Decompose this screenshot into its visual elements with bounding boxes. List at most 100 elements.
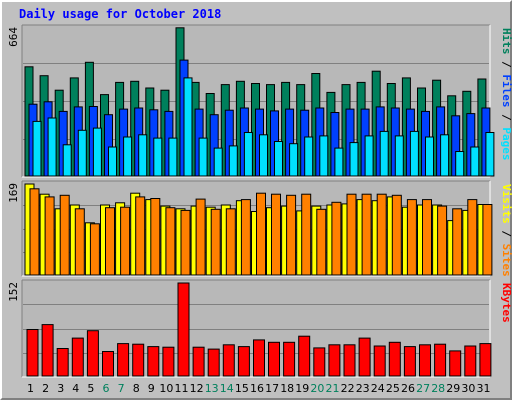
x-label-day-22: 22 <box>341 382 355 395</box>
top-bar-pages-18 <box>289 143 299 177</box>
top-legend-part-2: Files <box>500 74 512 107</box>
bottom-bar-kbytes-24 <box>373 345 386 377</box>
top-side-legend: Hits / Files / Pages <box>500 28 512 161</box>
bottom-bar-kbytes-6 <box>102 351 114 377</box>
bottom-bar-kbytes-12 <box>192 346 205 377</box>
bottom-bar-kbytes-17 <box>268 341 280 377</box>
top-bar-pages-24 <box>379 130 389 177</box>
middle-bar-sites-23 <box>361 193 372 276</box>
middle-bar-sites-18 <box>286 194 297 276</box>
middle-max-label: 169 <box>7 183 20 203</box>
x-label-day-21: 21 <box>326 382 340 395</box>
middle-bar-sites-3 <box>59 194 70 276</box>
top-bar-pages-9 <box>153 137 163 177</box>
side-legend-labels: Hits / Files / Pages Visits / Sites KBytes <box>500 28 512 323</box>
bottom-bar-kbytes-28 <box>434 343 447 377</box>
top-bar-pages-8 <box>138 134 148 177</box>
bottom-bar-kbytes-23 <box>358 337 371 377</box>
middle-bar-sites-21 <box>331 201 342 276</box>
middle-bar-sites-6 <box>105 207 115 276</box>
top-bar-pages-13 <box>213 147 223 177</box>
middle-bar-sites-2 <box>44 196 55 276</box>
top-bar-pages-22 <box>349 142 359 177</box>
bottom-side-legend: KBytes <box>500 283 512 323</box>
top-bar-pages-3 <box>62 144 72 177</box>
bottom-bar-kbytes-14 <box>222 344 235 377</box>
x-label-day-4: 4 <box>72 382 79 395</box>
top-bar-pages-31 <box>485 132 495 177</box>
top-bar-pages-26 <box>409 130 419 177</box>
x-label-day-11: 11 <box>175 382 189 395</box>
x-label-day-9: 9 <box>148 382 155 395</box>
top-legend-part-4: Pages <box>500 127 512 160</box>
x-label-day-1: 1 <box>27 382 34 395</box>
middle-bar-sites-30 <box>467 199 478 276</box>
x-axis-labels: 1 2 3 4 5 6 7 8 9 10 11 12 13 14 15 16 17 18 19 20 21 22 23 24 2… <box>27 382 491 395</box>
middle-bar-sites-31 <box>482 204 493 276</box>
bottom-bar-kbytes-10 <box>162 346 175 377</box>
top-bar-pages-16 <box>259 134 268 177</box>
top-legend-part-0: Hits <box>500 28 512 55</box>
bottom-bar-kbytes-9 <box>147 346 160 377</box>
x-label-day-15: 15 <box>235 382 249 395</box>
bottom-bar-kbytes-11 <box>177 282 190 377</box>
middle-bar-sites-9 <box>150 198 161 276</box>
top-bar-pages-4 <box>77 129 87 177</box>
top-bar-pages-14 <box>228 145 238 177</box>
bottom-bar-kbytes-19 <box>298 335 311 377</box>
bottom-bar-kbytes-8 <box>132 343 145 377</box>
bottom-bar-kbytes-27 <box>419 344 431 377</box>
middle-bar-sites-26 <box>406 199 417 276</box>
top-bar-pages-20 <box>319 135 329 177</box>
middle-bar-sites-19 <box>301 193 312 276</box>
x-label-day-27: 27 <box>416 382 430 395</box>
bar-group <box>24 27 495 377</box>
top-bar-pages-12 <box>198 137 208 177</box>
top-bar-pages-5 <box>92 127 102 177</box>
bottom-bar-kbytes-29 <box>449 350 462 377</box>
bottom-bar-kbytes-1 <box>26 329 39 377</box>
x-label-day-26: 26 <box>401 382 415 395</box>
middle-bar-sites-29 <box>452 208 463 276</box>
top-bar-pages-29 <box>455 151 465 177</box>
middle-bar-sites-27 <box>422 199 432 276</box>
x-label-day-10: 10 <box>159 382 173 395</box>
x-label-day-3: 3 <box>57 382 64 395</box>
bottom-bar-kbytes-31 <box>479 343 492 377</box>
top-max-label: 664 <box>7 27 20 47</box>
middle-legend-part-2: Sites <box>500 244 512 277</box>
bottom-bar-kbytes-20 <box>313 347 326 377</box>
x-label-day-23: 23 <box>356 382 370 395</box>
x-label-day-14: 14 <box>220 382 234 395</box>
middle-bar-sites-4 <box>74 208 85 276</box>
top-bar-pages-28 <box>440 134 450 177</box>
top-bar-pages-19 <box>304 136 314 177</box>
middle-side-legend: Visits / Sites <box>500 184 512 277</box>
bottom-legend-part-0: KBytes <box>500 283 512 323</box>
middle-bar-sites-22 <box>346 193 357 276</box>
x-label-day-13: 13 <box>205 382 219 395</box>
x-label-day-25: 25 <box>386 382 400 395</box>
bottom-bar-kbytes-16 <box>253 339 265 377</box>
top-bar-pages-2 <box>47 117 57 177</box>
middle-bar-sites-20 <box>316 208 327 276</box>
middle-bar-sites-15 <box>240 199 251 276</box>
middle-bar-sites-25 <box>391 194 402 276</box>
top-legend-part-3: / <box>500 108 512 128</box>
top-bar-pages-25 <box>394 135 404 177</box>
middle-bar-sites-13 <box>210 208 221 276</box>
middle-bar-sites-16 <box>256 192 266 276</box>
x-label-day-16: 16 <box>250 382 264 395</box>
bottom-bar-kbytes-18 <box>283 341 296 377</box>
middle-legend-part-0: Visits <box>500 184 512 224</box>
middle-bar-sites-8 <box>135 196 146 276</box>
x-label-day-17: 17 <box>265 382 279 395</box>
x-label-day-7: 7 <box>118 382 125 395</box>
bottom-bar-kbytes-5 <box>86 330 99 377</box>
top-legend-part-1: / <box>500 55 512 75</box>
bottom-bar-kbytes-13 <box>207 348 220 377</box>
x-label-day-30: 30 <box>461 382 475 395</box>
x-label-day-12: 12 <box>190 382 204 395</box>
x-label-day-20: 20 <box>310 382 324 395</box>
